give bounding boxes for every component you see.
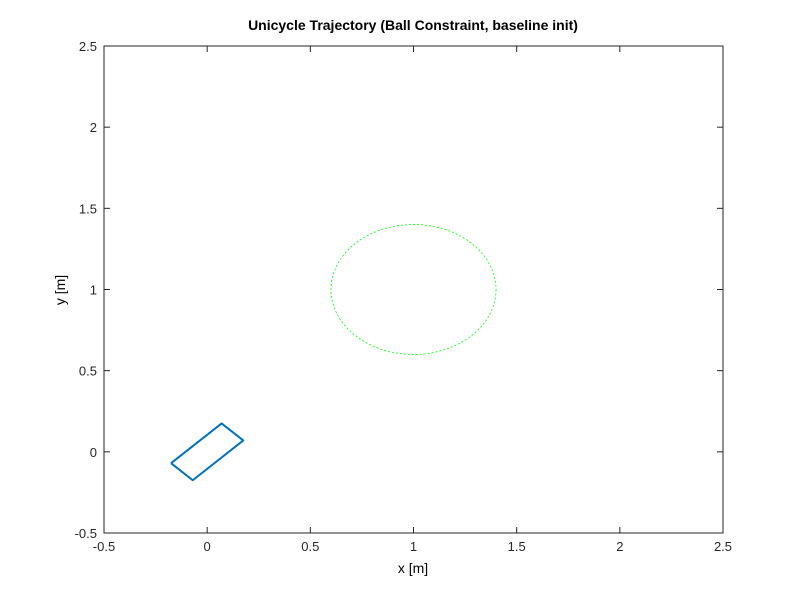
ball-constraint-circle [330, 224, 497, 355]
y-tick-label: 2.5 [79, 39, 97, 54]
x-axis-ticks: -0.5 0 0.5 1 1.5 2 2.5 [93, 46, 732, 554]
y-tick-label: 0.5 [79, 364, 97, 379]
y-tick-label: -0.5 [75, 526, 97, 541]
x-tick-label: -0.5 [93, 539, 115, 554]
x-tick-label: 1.5 [508, 539, 526, 554]
y-tick-label: 0 [90, 445, 97, 460]
trajectory-line [170, 422, 245, 482]
y-axis-label: y [m] [52, 275, 68, 305]
chart-title: Unicycle Trajectory (Ball Constraint, ba… [248, 17, 578, 33]
y-tick-label: 2 [90, 120, 97, 135]
y-tick-label: 1.5 [79, 201, 97, 216]
series-group [170, 224, 497, 482]
y-axis-ticks: -0.5 0 0.5 1 1.5 2 2.5 [75, 39, 723, 541]
x-tick-label: 0 [204, 539, 211, 554]
x-axis-label: x [m] [398, 560, 428, 576]
y-tick-label: 1 [90, 283, 97, 298]
x-tick-label: 2 [616, 539, 623, 554]
x-tick-label: 2.5 [714, 539, 732, 554]
x-tick-label: 0.5 [301, 539, 319, 554]
axes-box [103, 45, 724, 534]
x-tick-label: 1 [410, 539, 417, 554]
plot-area: -0.5 0 0.5 1 1.5 2 2.5 -0.5 0 0.5 1 1.5 2 2.5 [75, 39, 732, 554]
